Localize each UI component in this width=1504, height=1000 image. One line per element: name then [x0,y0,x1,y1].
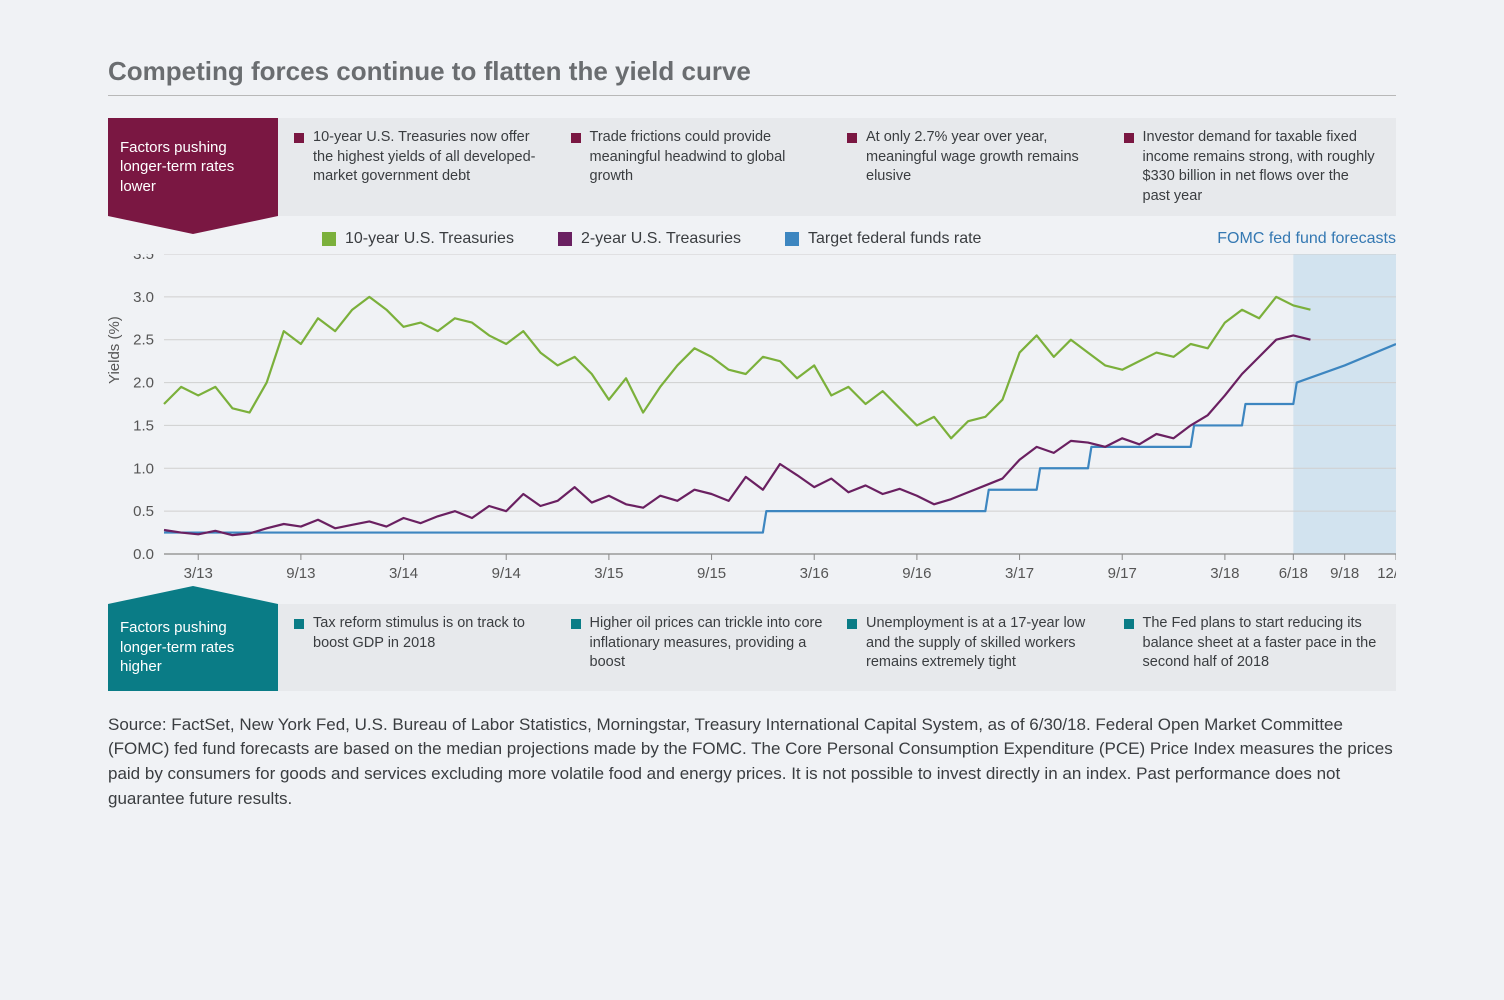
legend-item-2y: 2-year U.S. Treasuries [558,230,741,248]
svg-text:9/14: 9/14 [492,565,521,582]
svg-text:3.5: 3.5 [133,254,154,263]
factor-item: Higher oil prices can trickle into core … [561,614,838,681]
factor-item: Unemployment is at a 17-year low and the… [837,614,1114,681]
svg-text:1.0: 1.0 [133,461,154,478]
factor-item: Investor demand for taxable fixed income… [1114,128,1391,206]
bullet-icon [571,133,581,143]
legend-label-fed: Target federal funds rate [808,230,981,248]
legend-item-10y: 10-year U.S. Treasuries [322,230,514,248]
callout-higher: Factors pushing longer-term rates higher [108,604,278,691]
svg-text:3/17: 3/17 [1005,565,1034,582]
factor-text: 10-year U.S. Treasuries now offer the hi… [313,128,551,187]
callout-higher-label: Factors pushing longer-term rates higher [120,618,266,677]
legend-item-fed: Target federal funds rate [785,230,981,248]
svg-text:9/13: 9/13 [286,565,315,582]
legend-label-2y: 2-year U.S. Treasuries [581,230,741,248]
factor-item: Trade frictions could provide meaningful… [561,128,838,206]
svg-text:9/15: 9/15 [697,565,726,582]
bullet-icon [571,619,581,629]
legend-fomc: FOMC fed fund forecasts [1217,230,1396,248]
chart-title: Competing forces continue to flatten the… [108,56,1396,87]
svg-text:3.0: 3.0 [133,289,154,306]
callout-lower: Factors pushing longer-term rates lower [108,118,278,216]
svg-text:0.5: 0.5 [133,503,154,520]
factors-higher-row: Factors pushing longer-term rates higher… [108,604,1396,691]
svg-text:3/16: 3/16 [800,565,829,582]
factor-item: At only 2.7% year over year, meaningful … [837,128,1114,206]
chart-legend: 10-year U.S. Treasuries 2-year U.S. Trea… [108,230,1396,248]
factor-item: Tax reform stimulus is on track to boost… [284,614,561,681]
chart-svg: 0.0 0.5 1.0 1.5 2.0 2.5 3.0 3.5 3/13 9/13 3/14 9/14… [108,254,1396,594]
arrow-up-icon [108,586,278,604]
factor-item: The Fed plans to start reducing its bala… [1114,614,1391,681]
svg-text:2.5: 2.5 [133,332,154,349]
svg-text:3/13: 3/13 [184,565,213,582]
factor-text: At only 2.7% year over year, meaningful … [866,128,1104,187]
legend-swatch-fed [785,232,799,246]
legend-swatch-10y [322,232,336,246]
svg-text:9/18: 9/18 [1330,565,1359,582]
svg-text:0.0: 0.0 [133,546,154,563]
svg-text:9/17: 9/17 [1108,565,1137,582]
chart-card: Competing forces continue to flatten the… [64,20,1440,940]
factor-item: 10-year U.S. Treasuries now offer the hi… [284,128,561,206]
factor-text: The Fed plans to start reducing its bala… [1143,614,1381,673]
legend-swatch-2y [558,232,572,246]
svg-text:9/16: 9/16 [902,565,931,582]
source-footnote: Source: FactSet, New York Fed, U.S. Bure… [108,713,1396,812]
svg-text:3/15: 3/15 [594,565,623,582]
title-rule [108,95,1396,96]
bullet-icon [294,133,304,143]
factors-lower-row: Factors pushing longer-term rates lower … [108,118,1396,216]
factor-text: Unemployment is at a 17-year low and the… [866,614,1104,673]
svg-text:12/18: 12/18 [1377,565,1396,582]
factors-lower-list: 10-year U.S. Treasuries now offer the hi… [278,118,1396,216]
legend-label-10y: 10-year U.S. Treasuries [345,230,514,248]
bullet-icon [1124,133,1134,143]
callout-lower-label: Factors pushing longer-term rates lower [120,138,266,197]
svg-text:1.5: 1.5 [133,418,154,435]
y-axis-label: Yields (%) [106,316,123,384]
factor-text: Higher oil prices can trickle into core … [590,614,828,673]
bullet-icon [294,619,304,629]
svg-text:6/18: 6/18 [1279,565,1308,582]
svg-text:2.0: 2.0 [133,375,154,392]
bullet-icon [847,133,857,143]
arrow-down-icon [108,216,278,234]
factor-text: Investor demand for taxable fixed income… [1143,128,1381,206]
bullet-icon [847,619,857,629]
factors-higher-list: Tax reform stimulus is on track to boost… [278,604,1396,691]
svg-text:3/18: 3/18 [1210,565,1239,582]
bullet-icon [1124,619,1134,629]
svg-text:3/14: 3/14 [389,565,418,582]
factor-text: Trade frictions could provide meaningful… [590,128,828,187]
factor-text: Tax reform stimulus is on track to boost… [313,614,551,653]
line-chart: Yields (%) 0.0 0.5 1.0 1.5 2.0 2.5 3.0 3.5 3/13 9… [108,254,1396,594]
